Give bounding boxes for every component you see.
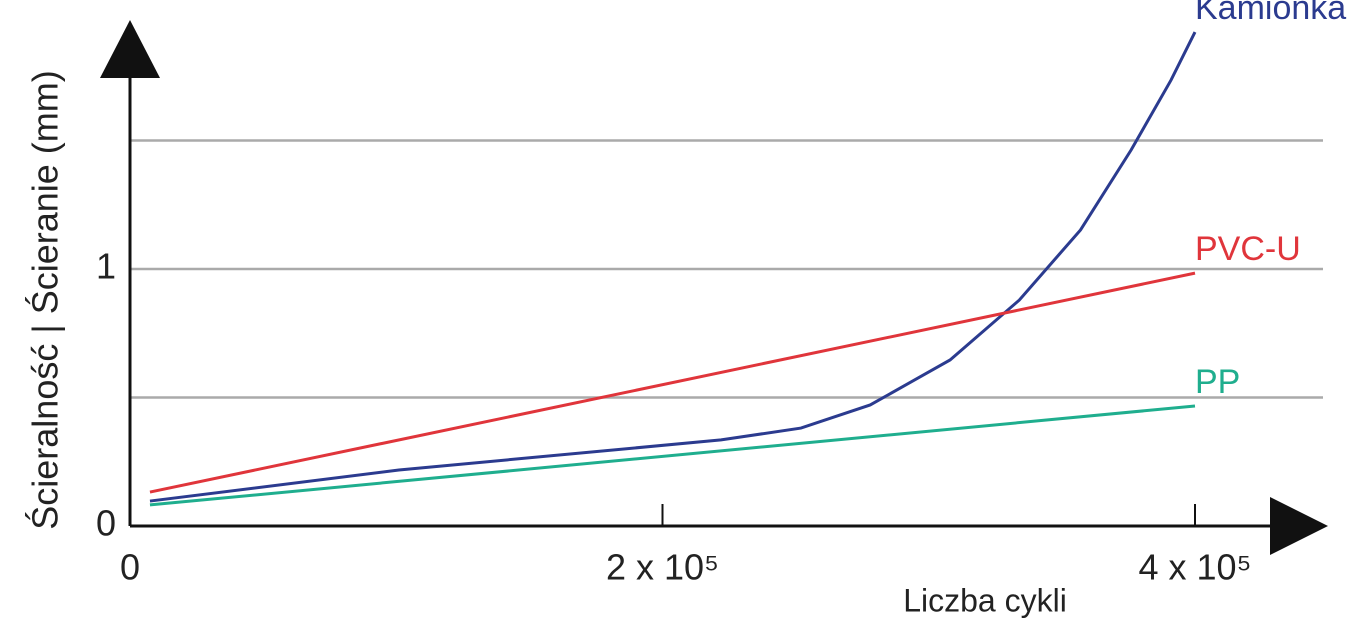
x-tick-label: 4 x 10⁵ (1139, 547, 1252, 588)
y-tick-label: 0 (96, 503, 116, 544)
series-line (149, 404, 1196, 507)
x-tick-label: 2 x 10⁵ (606, 547, 719, 588)
y-tick-label: 1 (96, 246, 116, 287)
series-label: PP (1195, 363, 1240, 401)
x-tick-label: 0 (120, 547, 140, 588)
x-axis-arrow (1270, 497, 1328, 555)
series-line (149, 31, 1197, 503)
x-axis-label: Liczba cykli (903, 582, 1067, 618)
y-axis-arrow (100, 20, 160, 78)
series-label: Kamionka (1195, 0, 1346, 27)
series-label: PVC-U (1195, 230, 1301, 268)
y-axis-label: Ścieralność | Ścieranie (mm) (24, 70, 66, 529)
series-line (149, 271, 1196, 494)
